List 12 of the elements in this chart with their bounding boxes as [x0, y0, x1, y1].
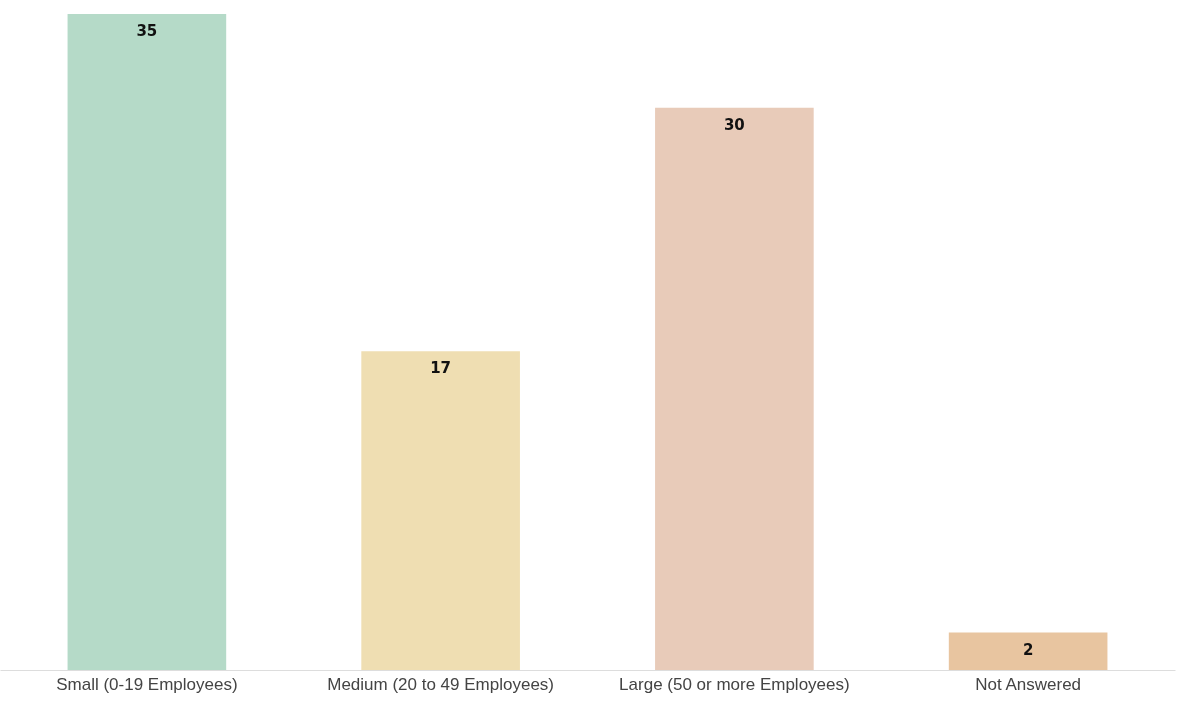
bar [361, 351, 520, 670]
x-tick-label: Small (0-19 Employees) [56, 674, 238, 694]
data-label: 30 [723, 115, 745, 134]
data-label: 2 [1022, 640, 1034, 659]
data-label: 35 [136, 22, 158, 40]
bar [67, 14, 227, 670]
x-tick-label: Medium (20 to 49 Employees) [327, 674, 555, 694]
data-label: 17 [430, 359, 452, 378]
x-tick-label: Not Answered [975, 674, 1082, 694]
x-tick-label: Large (50 or more Employees) [619, 674, 850, 694]
bar [948, 632, 1108, 670]
bar [655, 107, 814, 670]
